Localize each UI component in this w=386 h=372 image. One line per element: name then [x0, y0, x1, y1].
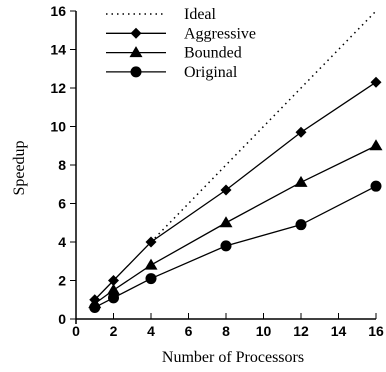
x-tick-label: 10	[256, 323, 272, 339]
y-tick-label: 0	[58, 311, 66, 327]
triangle-marker	[219, 216, 233, 228]
legend-item-ideal: Ideal	[106, 6, 217, 23]
y-tick-label: 4	[58, 234, 66, 250]
circle-marker	[220, 240, 232, 252]
legend-item-bounded: Bounded	[106, 45, 242, 62]
circle-marker	[370, 180, 382, 192]
circle-marker	[108, 292, 119, 304]
legend-label: Ideal	[184, 6, 217, 23]
x-tick-label: 6	[185, 323, 193, 339]
x-tick-label: 16	[368, 323, 384, 339]
triangle-marker	[294, 175, 308, 187]
y-tick-label: 6	[58, 196, 66, 212]
series-group	[88, 10, 383, 313]
circle-marker	[89, 301, 101, 313]
y-tick-label: 12	[50, 80, 66, 96]
x-axis-title: Number of Processors	[162, 349, 304, 366]
x-tick-label: 2	[110, 323, 118, 339]
diamond-marker	[130, 27, 142, 39]
y-tick-label: 16	[50, 3, 66, 19]
x-tick-label: 12	[293, 323, 309, 339]
legend-label: Bounded	[184, 45, 242, 62]
diamond-marker	[370, 76, 382, 88]
series-aggressive	[89, 76, 382, 306]
diamond-marker	[108, 275, 119, 286]
triangle-marker	[107, 283, 120, 295]
y-ticks: 0 2 4 6 8 10 12 14 16	[50, 3, 76, 327]
y-tick-label: 2	[58, 273, 66, 289]
legend-item-aggressive: Aggressive	[106, 25, 256, 42]
y-tick-label: 14	[50, 42, 66, 58]
series-bounded	[88, 139, 383, 309]
circle-marker	[145, 273, 157, 285]
triangle-marker	[129, 46, 143, 58]
triangle-marker	[369, 139, 383, 151]
series-line-bounded	[94, 145, 377, 305]
series-original	[89, 180, 382, 313]
x-ticks: 0 2 4 6 8 10 12 14 16	[72, 313, 384, 339]
diamond-marker	[145, 236, 157, 248]
series-line-aggressive	[94, 81, 377, 301]
x-tick-label: 4	[147, 323, 155, 339]
diamond-marker	[295, 126, 307, 138]
series-line-original	[94, 185, 377, 309]
x-tick-label: 14	[331, 323, 347, 339]
legend-item-original: Original	[106, 64, 238, 81]
circle-marker	[295, 219, 307, 231]
y-axis-title: Speedup	[11, 140, 28, 195]
legend-label: Aggressive	[184, 25, 256, 42]
x-tick-label: 0	[72, 323, 80, 339]
legend-label: Original	[184, 64, 238, 81]
x-tick-label: 8	[222, 323, 230, 339]
circle-marker	[130, 66, 142, 78]
diamond-marker	[220, 184, 232, 196]
triangle-marker	[144, 258, 158, 270]
y-tick-label: 10	[50, 119, 66, 135]
y-tick-label: 8	[58, 157, 66, 173]
legend: Ideal Aggressive Bounded Original	[106, 6, 256, 81]
